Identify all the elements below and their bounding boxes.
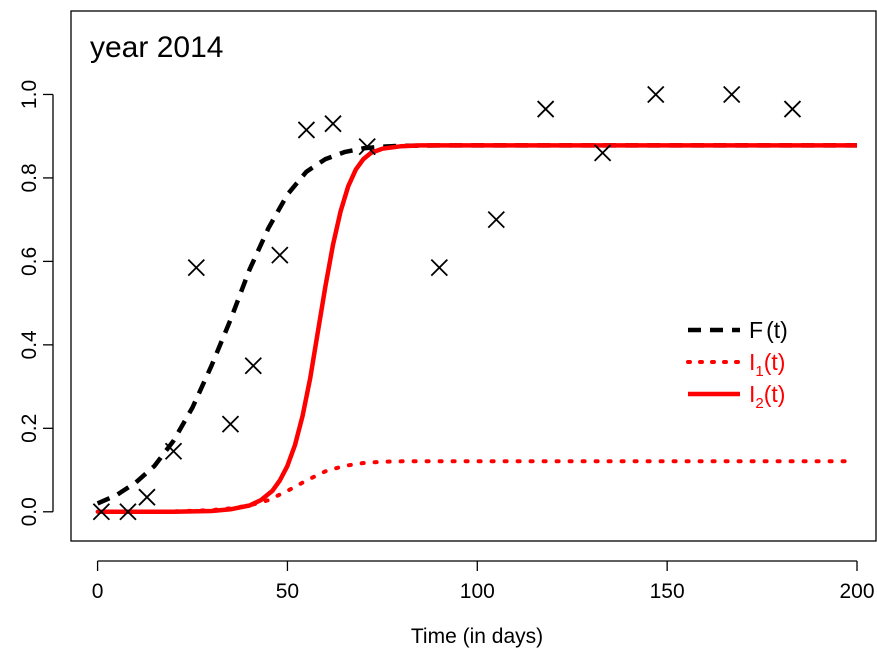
legend-item: I1(t): [686, 349, 785, 380]
data-point: [297, 121, 316, 139]
data-point: [244, 357, 262, 375]
chart-title: year 2014: [90, 31, 223, 64]
x-tick-label: 150: [650, 580, 685, 603]
data-point: [92, 503, 111, 521]
x-tick-label: 0: [92, 580, 104, 603]
y-tick-label: 0.0: [18, 497, 41, 526]
data-point: [358, 137, 376, 156]
legend-label: I1(t): [749, 349, 785, 380]
axes: 0 50 100 150 200 0.0 0.2 0.4 0.6 0.8 1.0: [18, 80, 875, 603]
legend-label: I2(t): [749, 381, 785, 412]
data-point: [119, 503, 137, 521]
data-point: [593, 144, 612, 162]
x-tick-label: 100: [460, 580, 495, 603]
series-line-2: [95, 459, 848, 514]
legend: F (t) I1(t)I2(t): [686, 317, 788, 412]
data-point: [187, 259, 205, 277]
y-tick-label: 1.0: [18, 80, 41, 109]
data-point: [647, 85, 665, 104]
data-point: [164, 442, 183, 460]
legend-item: F (t): [688, 317, 788, 343]
data-point: [221, 415, 240, 433]
data-point: [430, 259, 448, 277]
data-point: [487, 211, 505, 229]
points-layer: [92, 85, 802, 521]
data-point: [537, 100, 555, 118]
data-point: [723, 85, 741, 104]
y-tick-label: 0.8: [18, 163, 41, 192]
series-line-1: [96, 143, 857, 506]
data-point: [271, 246, 289, 264]
y-tick-label: 0.4: [18, 330, 41, 360]
y-tick-label: 0.2: [18, 414, 41, 443]
series-line-3: [97, 143, 857, 515]
data-point: [138, 488, 156, 506]
data-point: [324, 115, 342, 133]
y-tick-label: 0.6: [18, 247, 41, 276]
legend-item: I2(t): [688, 381, 785, 412]
series-layer: [95, 143, 857, 515]
x-tick-label: 200: [839, 580, 874, 603]
x-tick-label: 50: [276, 580, 299, 603]
data-point: [783, 100, 802, 118]
plot-frame: [70, 10, 877, 542]
x-axis-label: Time (in days): [411, 625, 543, 648]
legend-label: F (t): [749, 317, 788, 343]
